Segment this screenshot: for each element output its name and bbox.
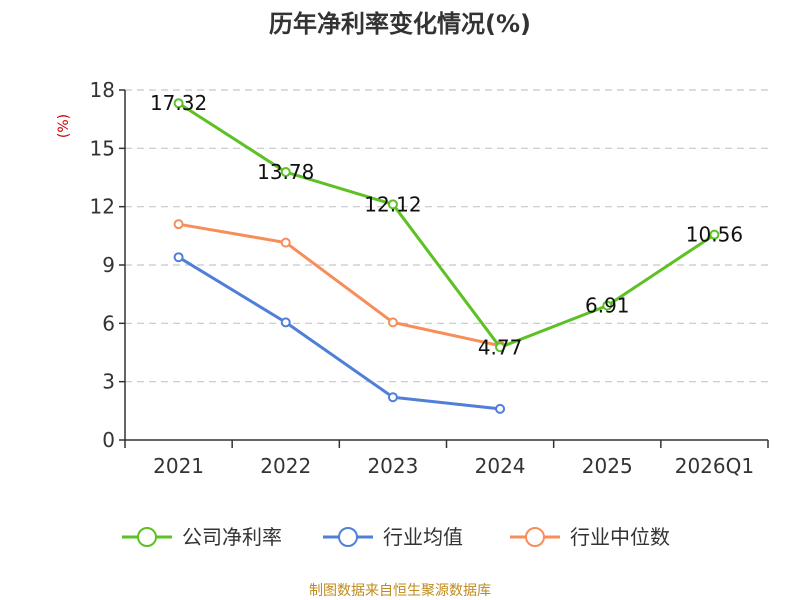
y-tick-label-6: 6 [102, 311, 115, 335]
legend-item-0[interactable]: 公司净利率 [122, 525, 282, 549]
series-1-point-3 [495, 403, 506, 414]
y-tick-label-18: 18 [90, 78, 115, 102]
x-tick-label-2023: 2023 [367, 454, 418, 478]
y-tick-label-0: 0 [102, 428, 115, 452]
data-label-2: 12.12 [364, 192, 421, 216]
legend-marker-2 [525, 527, 545, 547]
series-2-point-1 [280, 237, 291, 248]
series-line-0 [177, 101, 716, 349]
data-label-1: 13.78 [257, 160, 314, 184]
legend-item-2[interactable]: 行业中位数 [510, 525, 670, 549]
chart-title: 历年净利率变化情况(%) [269, 10, 531, 38]
series-0-point-0 [173, 98, 184, 109]
series-1-point-1 [280, 317, 291, 328]
source-note: 制图数据来自恒生聚源数据库 [309, 583, 491, 599]
data-label-5: 10.56 [686, 223, 743, 247]
series-lines [173, 98, 720, 414]
series-0-point-5 [709, 229, 720, 240]
y-tick-label-9: 9 [102, 253, 115, 277]
series-line-1 [177, 255, 501, 411]
legend-marker-0 [137, 527, 157, 547]
legend-label-0: 公司净利率 [182, 525, 282, 549]
legend-item-1[interactable]: 行业均值 [323, 525, 463, 549]
axes: 0 3 6 9 12 15 18 2021 2022 2023 2024 2025 2026Q1 [90, 78, 769, 478]
x-tick-label-2021: 2021 [153, 454, 204, 478]
series-0-point-4 [602, 300, 613, 311]
y-tick-label-12: 12 [90, 195, 115, 219]
series-1-point-2 [387, 392, 398, 403]
legend-label-2: 行业中位数 [570, 525, 670, 549]
data-label-4: 6.91 [585, 294, 630, 318]
x-tick-label-2026Q1: 2026Q1 [675, 454, 754, 478]
x-tick-label-2025: 2025 [582, 454, 633, 478]
series-1-point-0 [173, 252, 184, 263]
y-tick-label-3: 3 [102, 370, 115, 394]
series-0-point-3 [495, 342, 506, 353]
y-axis-label: (%) [56, 114, 72, 138]
series-0-point-2 [387, 199, 398, 210]
grid-lines [125, 89, 768, 383]
x-tick-label-2024: 2024 [475, 454, 526, 478]
series-2-point-0 [173, 219, 184, 230]
y-tick-label-15: 15 [90, 136, 115, 160]
x-tick-label-2022: 2022 [260, 454, 311, 478]
data-label-0: 17.32 [150, 91, 207, 115]
series-line-2 [178, 222, 501, 348]
legend-marker-1 [338, 527, 358, 547]
legend[interactable]: 公司净利率 行业均值 行业中位数 [122, 525, 670, 549]
data-labels: 17.32 13.78 12.12 4.77 6.91 10.56 [150, 91, 743, 359]
data-label-3: 4.77 [478, 335, 523, 359]
legend-label-1: 行业均值 [383, 525, 463, 549]
series-2-point-2 [387, 317, 398, 328]
series-0-point-1 [280, 167, 291, 178]
